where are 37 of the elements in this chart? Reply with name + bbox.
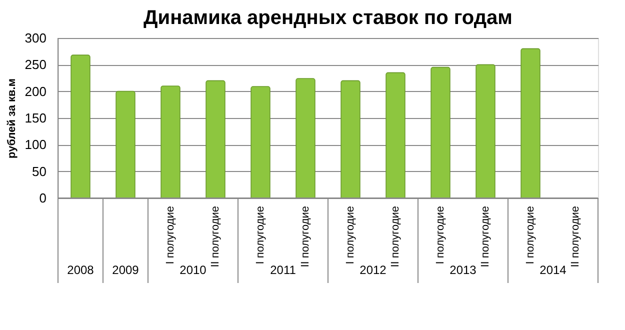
x-tick-label: II полугодие: [480, 206, 492, 268]
y-tick-label: 250: [24, 57, 46, 72]
y-tick-label: 0: [39, 190, 46, 206]
y-tick-label: 300: [24, 30, 46, 46]
text: 2010: [180, 263, 207, 277]
x-tick-label: II полугодие: [390, 206, 402, 268]
bar: [476, 64, 496, 198]
text: 2009: [112, 263, 140, 277]
bar: [206, 80, 226, 198]
bar: [250, 86, 270, 198]
bar: [160, 86, 180, 198]
bar: [116, 90, 136, 198]
bar: [296, 78, 316, 198]
bar: [430, 66, 450, 198]
bar: [520, 48, 540, 198]
x-tick-label: I полугодие: [434, 206, 446, 264]
x-tick-label: II полугодие: [300, 206, 312, 268]
y-tick-label: 50: [32, 164, 46, 179]
x-tick-label: I полугодие: [164, 206, 176, 264]
bar: [386, 72, 406, 198]
y-tick-label: 100: [24, 137, 46, 152]
x-tick-label: II полугодие: [210, 206, 222, 268]
text: 2011: [270, 263, 296, 277]
y-axis-title: рублей за кв.м: [6, 78, 18, 158]
x-tick-label: I полугодие: [524, 206, 536, 264]
x-tick-label: I полугодие: [344, 206, 356, 264]
chart-title: Динамика арендных ставок по годам: [144, 7, 512, 29]
x-tick-label: II полугодие: [570, 206, 582, 268]
bar: [340, 80, 360, 198]
text: 2013: [450, 263, 477, 277]
text: 2012: [360, 263, 387, 277]
y-tick-label: 150: [24, 110, 46, 126]
text: 2008: [67, 263, 94, 277]
y-tick-label: 200: [24, 84, 46, 99]
bar: [70, 54, 90, 198]
x-tick-label: I полугодие: [254, 206, 266, 264]
text: 2014: [540, 263, 567, 277]
